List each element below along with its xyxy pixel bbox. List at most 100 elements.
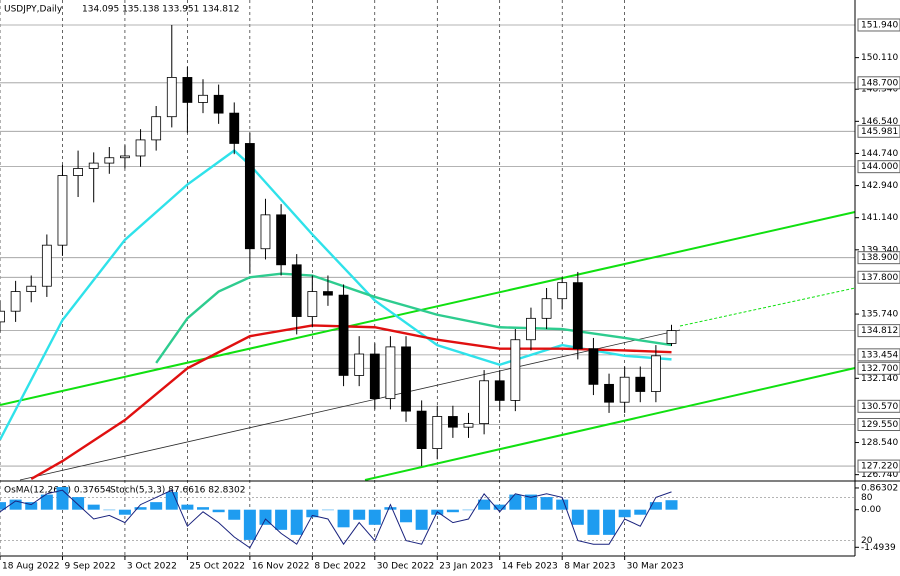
level-label: 138.900 xyxy=(861,253,898,263)
level-box xyxy=(857,124,900,138)
osma-bar xyxy=(103,509,116,511)
osma-bar xyxy=(290,509,303,535)
osma-bar xyxy=(118,509,131,515)
osma-bar xyxy=(368,509,381,525)
candle-body xyxy=(198,94,208,103)
candle-body xyxy=(213,94,224,114)
candle-body xyxy=(401,346,411,412)
x-tick-label: 16 Nov 2022 xyxy=(252,562,310,572)
y-tick-label: 144.740 xyxy=(861,149,898,159)
level-label: 144.000 xyxy=(861,162,898,172)
level-label: 137.800 xyxy=(861,273,898,283)
candle-body xyxy=(276,214,286,266)
y-tick-label: -1.4939 xyxy=(861,543,896,553)
osma-bar xyxy=(181,504,194,510)
level-label: 148.700 xyxy=(861,78,898,88)
candle-body xyxy=(229,112,240,144)
osma-bar xyxy=(72,497,85,510)
osma-bar xyxy=(524,494,537,510)
osma-bar xyxy=(509,494,522,510)
osma-bar xyxy=(478,499,491,510)
y-tick-label: 142.940 xyxy=(861,181,898,191)
y-tick-label: 135.740 xyxy=(861,310,898,320)
chart-title: USDJPY,Daily xyxy=(4,5,63,15)
level-box xyxy=(857,348,900,362)
osma-bar xyxy=(634,509,647,515)
candle-body xyxy=(385,346,396,400)
x-tick-label: 3 Oct 2022 xyxy=(127,562,177,572)
level-box xyxy=(857,418,900,432)
trend-lines xyxy=(0,211,856,481)
level-box xyxy=(857,76,900,90)
candle-body xyxy=(10,291,21,312)
level-label: 151.940 xyxy=(861,20,898,30)
level-label: 145.981 xyxy=(861,127,898,137)
osma-bar xyxy=(0,502,6,510)
level-label: 132.700 xyxy=(861,364,898,374)
y-tick-label: 141.140 xyxy=(861,213,898,223)
osma-bar xyxy=(353,509,366,520)
level-label: 127.220 xyxy=(861,462,898,472)
candle-body xyxy=(557,282,568,300)
candle-body xyxy=(416,410,427,449)
osma-bar xyxy=(243,509,256,540)
x-tick-label: 23 Jan 2023 xyxy=(439,562,493,572)
osma-bar xyxy=(665,500,678,510)
candle-body xyxy=(244,143,255,250)
osma-bar xyxy=(649,502,662,510)
osma-bar xyxy=(197,507,210,510)
candle-body xyxy=(650,355,661,392)
trend-line xyxy=(0,211,856,406)
trend-line xyxy=(19,329,681,481)
osma-bar xyxy=(150,502,163,510)
candle-body xyxy=(182,77,193,103)
candle-body xyxy=(0,310,5,323)
candle-body xyxy=(588,348,599,385)
x-tick-label: 8 Dec 2022 xyxy=(314,562,366,572)
candle-body xyxy=(369,353,380,400)
candle-body xyxy=(479,380,490,425)
osma-bar xyxy=(571,509,584,525)
candle-body xyxy=(526,317,536,341)
osma-bar xyxy=(87,504,100,510)
osma-bar xyxy=(540,497,553,510)
osma-bar xyxy=(9,499,22,510)
osma-bar xyxy=(275,509,288,530)
osma-bar xyxy=(40,494,53,510)
osma-bar xyxy=(400,509,413,523)
osma-bar xyxy=(212,509,225,513)
x-tick-label: 25 Oct 2022 xyxy=(189,562,245,572)
level-label: 129.550 xyxy=(861,420,898,430)
candle-body xyxy=(635,376,646,392)
y-tick-label: 0.00 xyxy=(861,505,881,515)
candle-body xyxy=(260,214,271,250)
level-box xyxy=(857,399,900,413)
x-tick-label: 18 Aug 2022 xyxy=(2,562,60,572)
y-tick-label: 126.740 xyxy=(861,470,898,480)
candle-body xyxy=(354,353,365,376)
candle-body xyxy=(307,291,318,317)
x-tick-label: 9 Sep 2022 xyxy=(64,562,115,572)
x-tick-label: 30 Dec 2022 xyxy=(377,562,435,572)
osma-bar xyxy=(446,509,459,513)
y-tick-label: 0.86302 xyxy=(861,483,898,493)
osma-bar xyxy=(587,509,600,535)
osma-bar xyxy=(556,499,569,510)
indicator-title: Stoch(5,3,3) 87.6616 82.8302 xyxy=(110,486,245,496)
candle-body xyxy=(666,330,677,344)
level-box xyxy=(857,270,900,284)
candle-body xyxy=(73,168,83,176)
candle-body xyxy=(57,175,68,246)
osma-bar xyxy=(337,509,350,528)
x-tick-label: 30 Mar 2023 xyxy=(627,562,684,572)
candle-body xyxy=(88,162,99,169)
candle-body xyxy=(494,380,505,401)
level-box xyxy=(857,160,900,174)
candle-body xyxy=(26,285,37,292)
y2-tick-label: 80 xyxy=(861,493,873,503)
candle-body xyxy=(572,282,583,350)
y2-tick-label: 20 xyxy=(861,536,873,546)
